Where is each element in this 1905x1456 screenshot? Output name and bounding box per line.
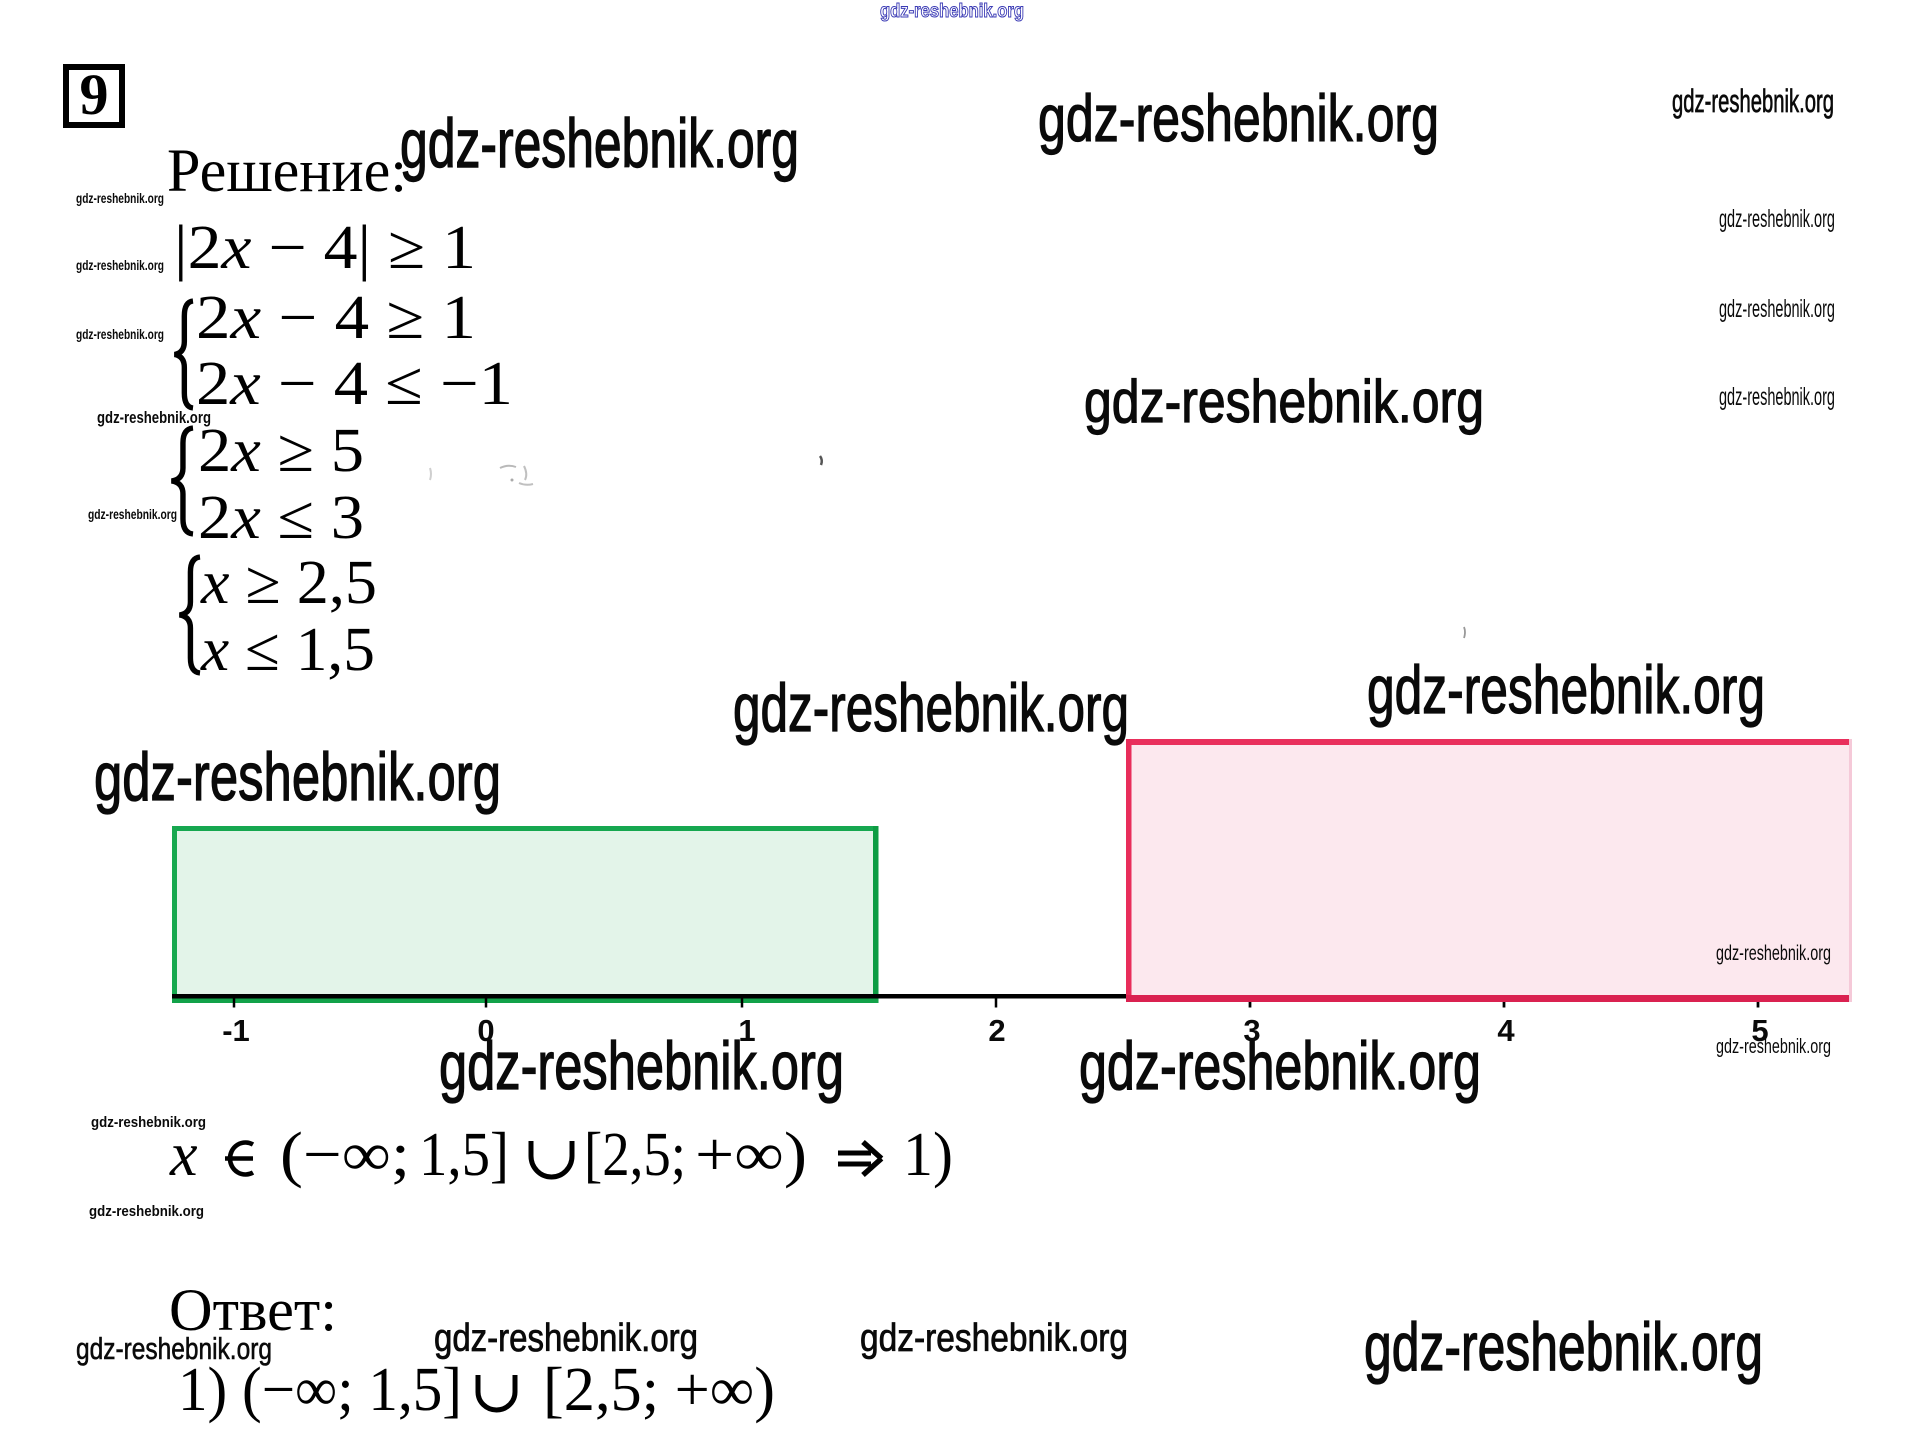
svg-text:gdz-reshebnik.org: gdz-reshebnik.org (733, 670, 1129, 746)
svg-text:2x ≤ 3: 2x ≤ 3 (198, 484, 364, 552)
svg-text:gdz-reshebnik.org: gdz-reshebnik.org (1364, 1309, 1763, 1385)
svg-text:2: 2 (988, 1013, 1005, 1048)
svg-text:gdz-reshebnik.org: gdz-reshebnik.org (1084, 368, 1484, 435)
svg-text:0: 0 (477, 1013, 494, 1048)
svg-text:gdz-reshebnik.org: gdz-reshebnik.org (97, 408, 211, 427)
svg-text:3: 3 (1243, 1013, 1260, 1048)
svg-text:gdz-reshebnik.org: gdz-reshebnik.org (91, 1114, 206, 1131)
svg-text:gdz-reshebnik.org: gdz-reshebnik.org (1079, 1028, 1481, 1104)
svg-text:1) (−∞; 1,5]: 1) (−∞; 1,5] (178, 1356, 462, 1424)
svg-text:|2x − 4| ≥ 1: |2x − 4| ≥ 1 (174, 214, 476, 282)
svg-text:2x − 4 ≤ −1: 2x − 4 ≤ −1 (196, 350, 513, 418)
svg-text:gdz-reshebnik.org: gdz-reshebnik.org (76, 327, 164, 342)
svg-text:gdz-reshebnik.org: gdz-reshebnik.org (1719, 383, 1835, 411)
svg-text:gdz-reshebnik.org: gdz-reshebnik.org (94, 739, 501, 815)
svg-text:gdz-reshebnik.org: gdz-reshebnik.org (434, 1317, 698, 1360)
svg-text:1: 1 (738, 1013, 755, 1048)
svg-text:gdz-reshebnik.org: gdz-reshebnik.org (400, 105, 799, 182)
svg-text:gdz-reshebnik.org: gdz-reshebnik.org (1716, 942, 1831, 965)
svg-text:4: 4 (1497, 1013, 1515, 1048)
svg-text:gdz-reshebnik.org: gdz-reshebnik.org (76, 1331, 272, 1366)
svg-text:gdz-reshebnik.org: gdz-reshebnik.org (1038, 81, 1439, 155)
svg-text:Ответ:: Ответ: (169, 1277, 337, 1343)
svg-text:[2,5; +∞): [2,5; +∞) (543, 1356, 775, 1424)
svg-text:gdz-reshebnik.org: gdz-reshebnik.org (1367, 652, 1765, 728)
svg-text:gdz-reshebnik.org: gdz-reshebnik.org (1672, 83, 1834, 119)
svg-text:9: 9 (80, 62, 109, 127)
svg-text:2x ≥ 5: 2x ≥ 5 (198, 417, 364, 485)
svg-text:2x − 4 ≥ 1: 2x − 4 ≥ 1 (196, 284, 476, 352)
svg-text:-1: -1 (222, 1013, 250, 1048)
svg-text:gdz-reshebnik.org: gdz-reshebnik.org (860, 1317, 1128, 1360)
svg-text:gdz-reshebnik.org: gdz-reshebnik.org (1719, 205, 1835, 233)
svg-text:5: 5 (1751, 1013, 1768, 1048)
svg-text:Решение:: Решение: (167, 138, 407, 205)
svg-text:gdz-reshebnik.org: gdz-reshebnik.org (89, 1203, 204, 1220)
svg-text:gdz-reshebnik.org: gdz-reshebnik.org (88, 507, 177, 522)
svg-text:x: x (169, 1121, 198, 1189)
svg-text:gdz-reshebnik.org: gdz-reshebnik.org (1716, 1036, 1831, 1058)
svg-text:(−∞;: (−∞; (280, 1121, 410, 1189)
svg-text:gdz-reshebnik.org: gdz-reshebnik.org (76, 258, 164, 273)
svg-text:gdz-reshebnik.org: gdz-reshebnik.org (76, 191, 164, 206)
svg-text:gdz-reshebnik.org: gdz-reshebnik.org (1719, 295, 1835, 323)
svg-text:x ≥ 2,5: x ≥ 2,5 (200, 549, 377, 617)
svg-text:+∞): +∞) (695, 1121, 807, 1189)
svg-text:gdz-reshebnik.org: gdz-reshebnik.org (439, 1028, 844, 1104)
svg-text:gdz-reshebnik.org: gdz-reshebnik.org (880, 1, 1024, 22)
svg-text:x ≤ 1,5: x ≤ 1,5 (200, 616, 375, 684)
svg-text:1,5]: 1,5] (419, 1121, 509, 1189)
svg-text:[2,5;: [2,5; (584, 1121, 686, 1189)
svg-text:1): 1) (903, 1121, 953, 1189)
